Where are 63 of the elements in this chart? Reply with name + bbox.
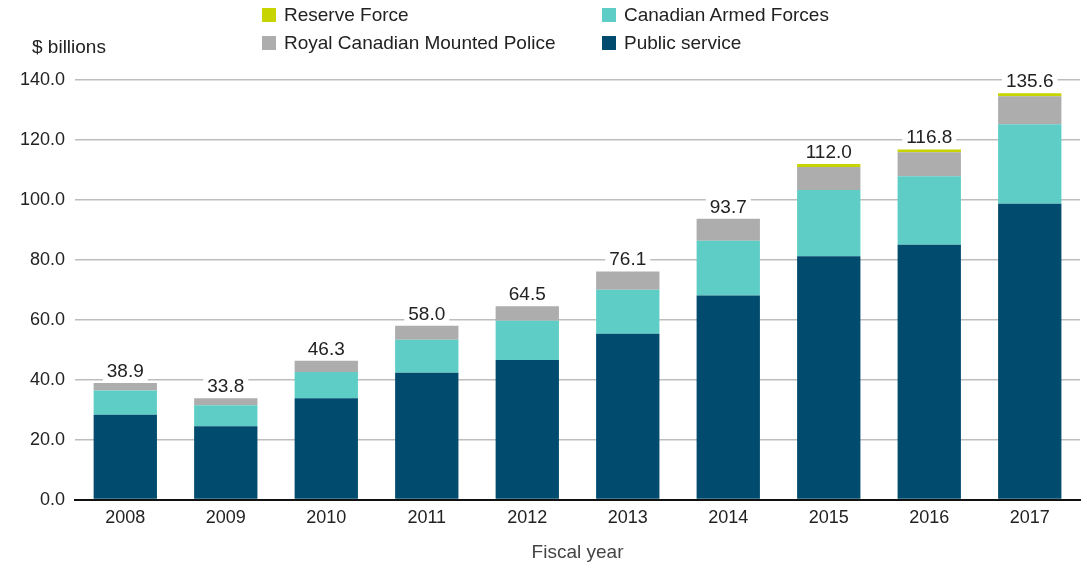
bar <box>395 372 459 499</box>
y-axis-title: $ billions <box>32 36 106 58</box>
bar <box>395 325 459 340</box>
bar <box>194 426 258 499</box>
bar <box>797 190 861 257</box>
y-tick-label: 60.0 <box>30 308 66 329</box>
total-label: 112.0 <box>805 140 852 162</box>
bar <box>93 414 157 499</box>
legend-label: Public service <box>624 32 742 54</box>
total-label: 38.9 <box>106 359 144 381</box>
bar <box>596 289 660 334</box>
total-label: 135.6 <box>1005 69 1054 91</box>
bar <box>897 176 961 245</box>
total-label: 46.3 <box>307 337 345 359</box>
bar <box>998 93 1062 97</box>
bar <box>797 163 861 167</box>
bar <box>897 152 961 177</box>
x-tick-label: 2015 <box>808 507 849 528</box>
bar <box>998 203 1062 499</box>
y-tick-label: 120.0 <box>20 128 66 149</box>
bar <box>696 295 760 499</box>
x-tick-label: 2017 <box>1009 507 1050 528</box>
bar <box>998 96 1062 125</box>
bar <box>495 359 559 499</box>
y-tick-label: 100.0 <box>20 188 66 209</box>
bar <box>294 398 358 499</box>
y-tick-label: 80.0 <box>30 248 66 269</box>
x-tick-label: 2012 <box>507 507 548 528</box>
x-tick-label: 2013 <box>607 507 648 528</box>
bar <box>395 339 459 373</box>
bar <box>596 333 660 499</box>
bar <box>495 320 559 360</box>
y-tick-label: 140.0 <box>20 68 66 89</box>
legend-label: Canadian Armed Forces <box>624 4 829 26</box>
bar <box>194 405 258 427</box>
x-tick-label: 2010 <box>306 507 347 528</box>
bar <box>294 371 358 399</box>
bar <box>696 240 760 296</box>
bar <box>797 166 861 190</box>
legend-label: Royal Canadian Mounted Police <box>284 32 556 54</box>
x-tick-label: 2008 <box>105 507 146 528</box>
total-label: 116.8 <box>906 126 953 148</box>
total-label: 58.0 <box>408 302 446 324</box>
x-tick-label: 2014 <box>708 507 749 528</box>
bar <box>998 124 1062 204</box>
bar <box>797 256 861 499</box>
bar <box>696 218 760 241</box>
y-tick-label: 20.0 <box>30 428 66 449</box>
total-label: 33.8 <box>207 375 245 397</box>
bar <box>897 244 961 499</box>
y-tick-label: 0.0 <box>40 488 66 509</box>
total-label: 64.5 <box>508 283 546 305</box>
total-label: 93.7 <box>709 195 747 217</box>
x-tick-label: 2011 <box>407 507 447 528</box>
legend-label: Reserve Force <box>284 4 409 26</box>
bar <box>93 390 157 415</box>
total-label: 76.1 <box>609 248 647 270</box>
bar <box>596 271 660 290</box>
x-tick-label: 2016 <box>909 507 950 528</box>
x-axis-title: Fiscal year <box>531 540 625 562</box>
bar <box>194 398 258 406</box>
x-tick-label: 2009 <box>205 507 246 528</box>
y-tick-label: 40.0 <box>30 368 66 389</box>
